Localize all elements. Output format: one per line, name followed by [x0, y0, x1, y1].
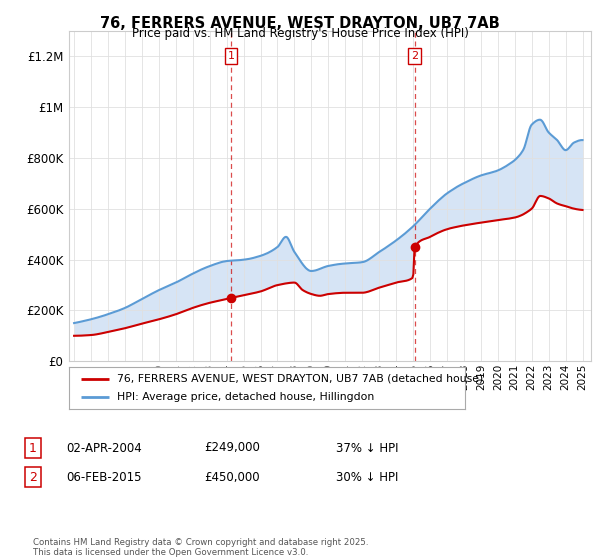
- Text: £249,000: £249,000: [204, 441, 260, 455]
- Text: 1: 1: [29, 441, 37, 455]
- Text: HPI: Average price, detached house, Hillingdon: HPI: Average price, detached house, Hill…: [116, 392, 374, 402]
- Text: 2: 2: [29, 470, 37, 484]
- Text: 02-APR-2004: 02-APR-2004: [66, 441, 142, 455]
- Text: Contains HM Land Registry data © Crown copyright and database right 2025.
This d: Contains HM Land Registry data © Crown c…: [33, 538, 368, 557]
- Text: £450,000: £450,000: [204, 470, 260, 484]
- Text: 37% ↓ HPI: 37% ↓ HPI: [336, 441, 398, 455]
- Text: 1: 1: [227, 51, 235, 61]
- Text: 30% ↓ HPI: 30% ↓ HPI: [336, 470, 398, 484]
- Text: Price paid vs. HM Land Registry's House Price Index (HPI): Price paid vs. HM Land Registry's House …: [131, 27, 469, 40]
- Text: 06-FEB-2015: 06-FEB-2015: [66, 470, 142, 484]
- Text: 2: 2: [411, 51, 418, 61]
- Text: 76, FERRERS AVENUE, WEST DRAYTON, UB7 7AB (detached house): 76, FERRERS AVENUE, WEST DRAYTON, UB7 7A…: [116, 374, 483, 384]
- Text: 76, FERRERS AVENUE, WEST DRAYTON, UB7 7AB: 76, FERRERS AVENUE, WEST DRAYTON, UB7 7A…: [100, 16, 500, 31]
